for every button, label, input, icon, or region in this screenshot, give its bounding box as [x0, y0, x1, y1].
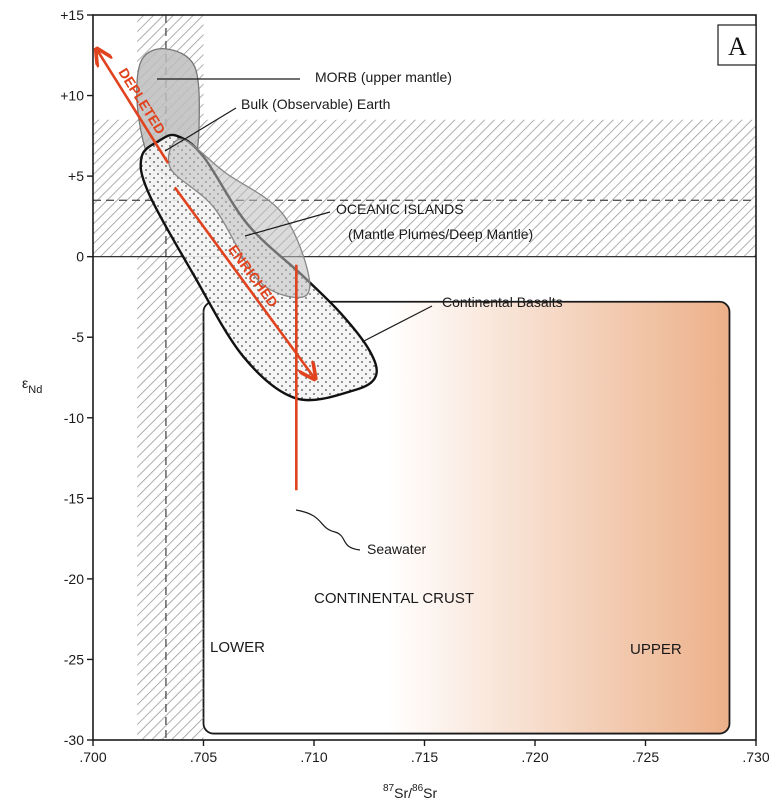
- y-axis-ticks: +15 +10 +5 0 -5 -10 -15 -20 -25 -30: [60, 7, 93, 748]
- lower-crust-label: LOWER: [210, 639, 265, 656]
- y-tick-label: -20: [64, 571, 84, 587]
- bulk-earth-label: Bulk (Observable) Earth: [241, 96, 390, 112]
- x-tick-label: .705: [190, 749, 217, 765]
- morb-label: MORB (upper mantle): [315, 69, 452, 85]
- x-tick-label: .730: [742, 749, 769, 765]
- continental-basalts-leader: [361, 305, 433, 343]
- y-tick-label: -15: [64, 490, 84, 506]
- continental-crust-label: CONTINENTAL CRUST: [314, 590, 474, 607]
- seawater-label: Seawater: [367, 541, 426, 557]
- x-tick-label: .710: [300, 749, 327, 765]
- oceanic-islands-sublabel: (Mantle Plumes/Deep Mantle): [348, 226, 533, 242]
- x-axis-title: 87Sr/86Sr: [383, 783, 437, 801]
- y-tick-label: +5: [68, 168, 84, 184]
- seawater-leader: [295, 509, 361, 551]
- y-tick-label: -10: [64, 410, 84, 426]
- y-tick-label: -30: [64, 732, 84, 748]
- enriched-arrow: [173, 186, 314, 377]
- x-tick-label: .725: [632, 749, 659, 765]
- y-tick-label: +15: [60, 7, 84, 23]
- continental-basalts-label: Continental Basalts: [442, 294, 563, 310]
- oceanic-islands-leader: [244, 211, 331, 237]
- oceanic-islands-label: OCEANIC ISLANDS: [336, 201, 464, 217]
- x-tick-label: .700: [79, 749, 106, 765]
- x-tick-label: .715: [411, 749, 438, 765]
- y-tick-label: -25: [64, 651, 84, 667]
- panel-label: A: [728, 32, 747, 61]
- bulk-earth-leader: [164, 107, 237, 152]
- x-axis-ticks: .700 .705 .710 .715 .720 .725 .730: [79, 740, 769, 765]
- upper-crust-label: UPPER: [630, 641, 682, 658]
- y-tick-label: -5: [72, 329, 85, 345]
- y-tick-label: +10: [60, 88, 84, 104]
- x-tick-label: .720: [521, 749, 548, 765]
- panel-label-box: [717, 24, 757, 66]
- oceanic-islands-field: [167, 138, 311, 299]
- y-axis-title: εNd: [22, 375, 42, 396]
- depleted-arrow: [97, 50, 170, 164]
- y-tick-label: 0: [76, 249, 84, 265]
